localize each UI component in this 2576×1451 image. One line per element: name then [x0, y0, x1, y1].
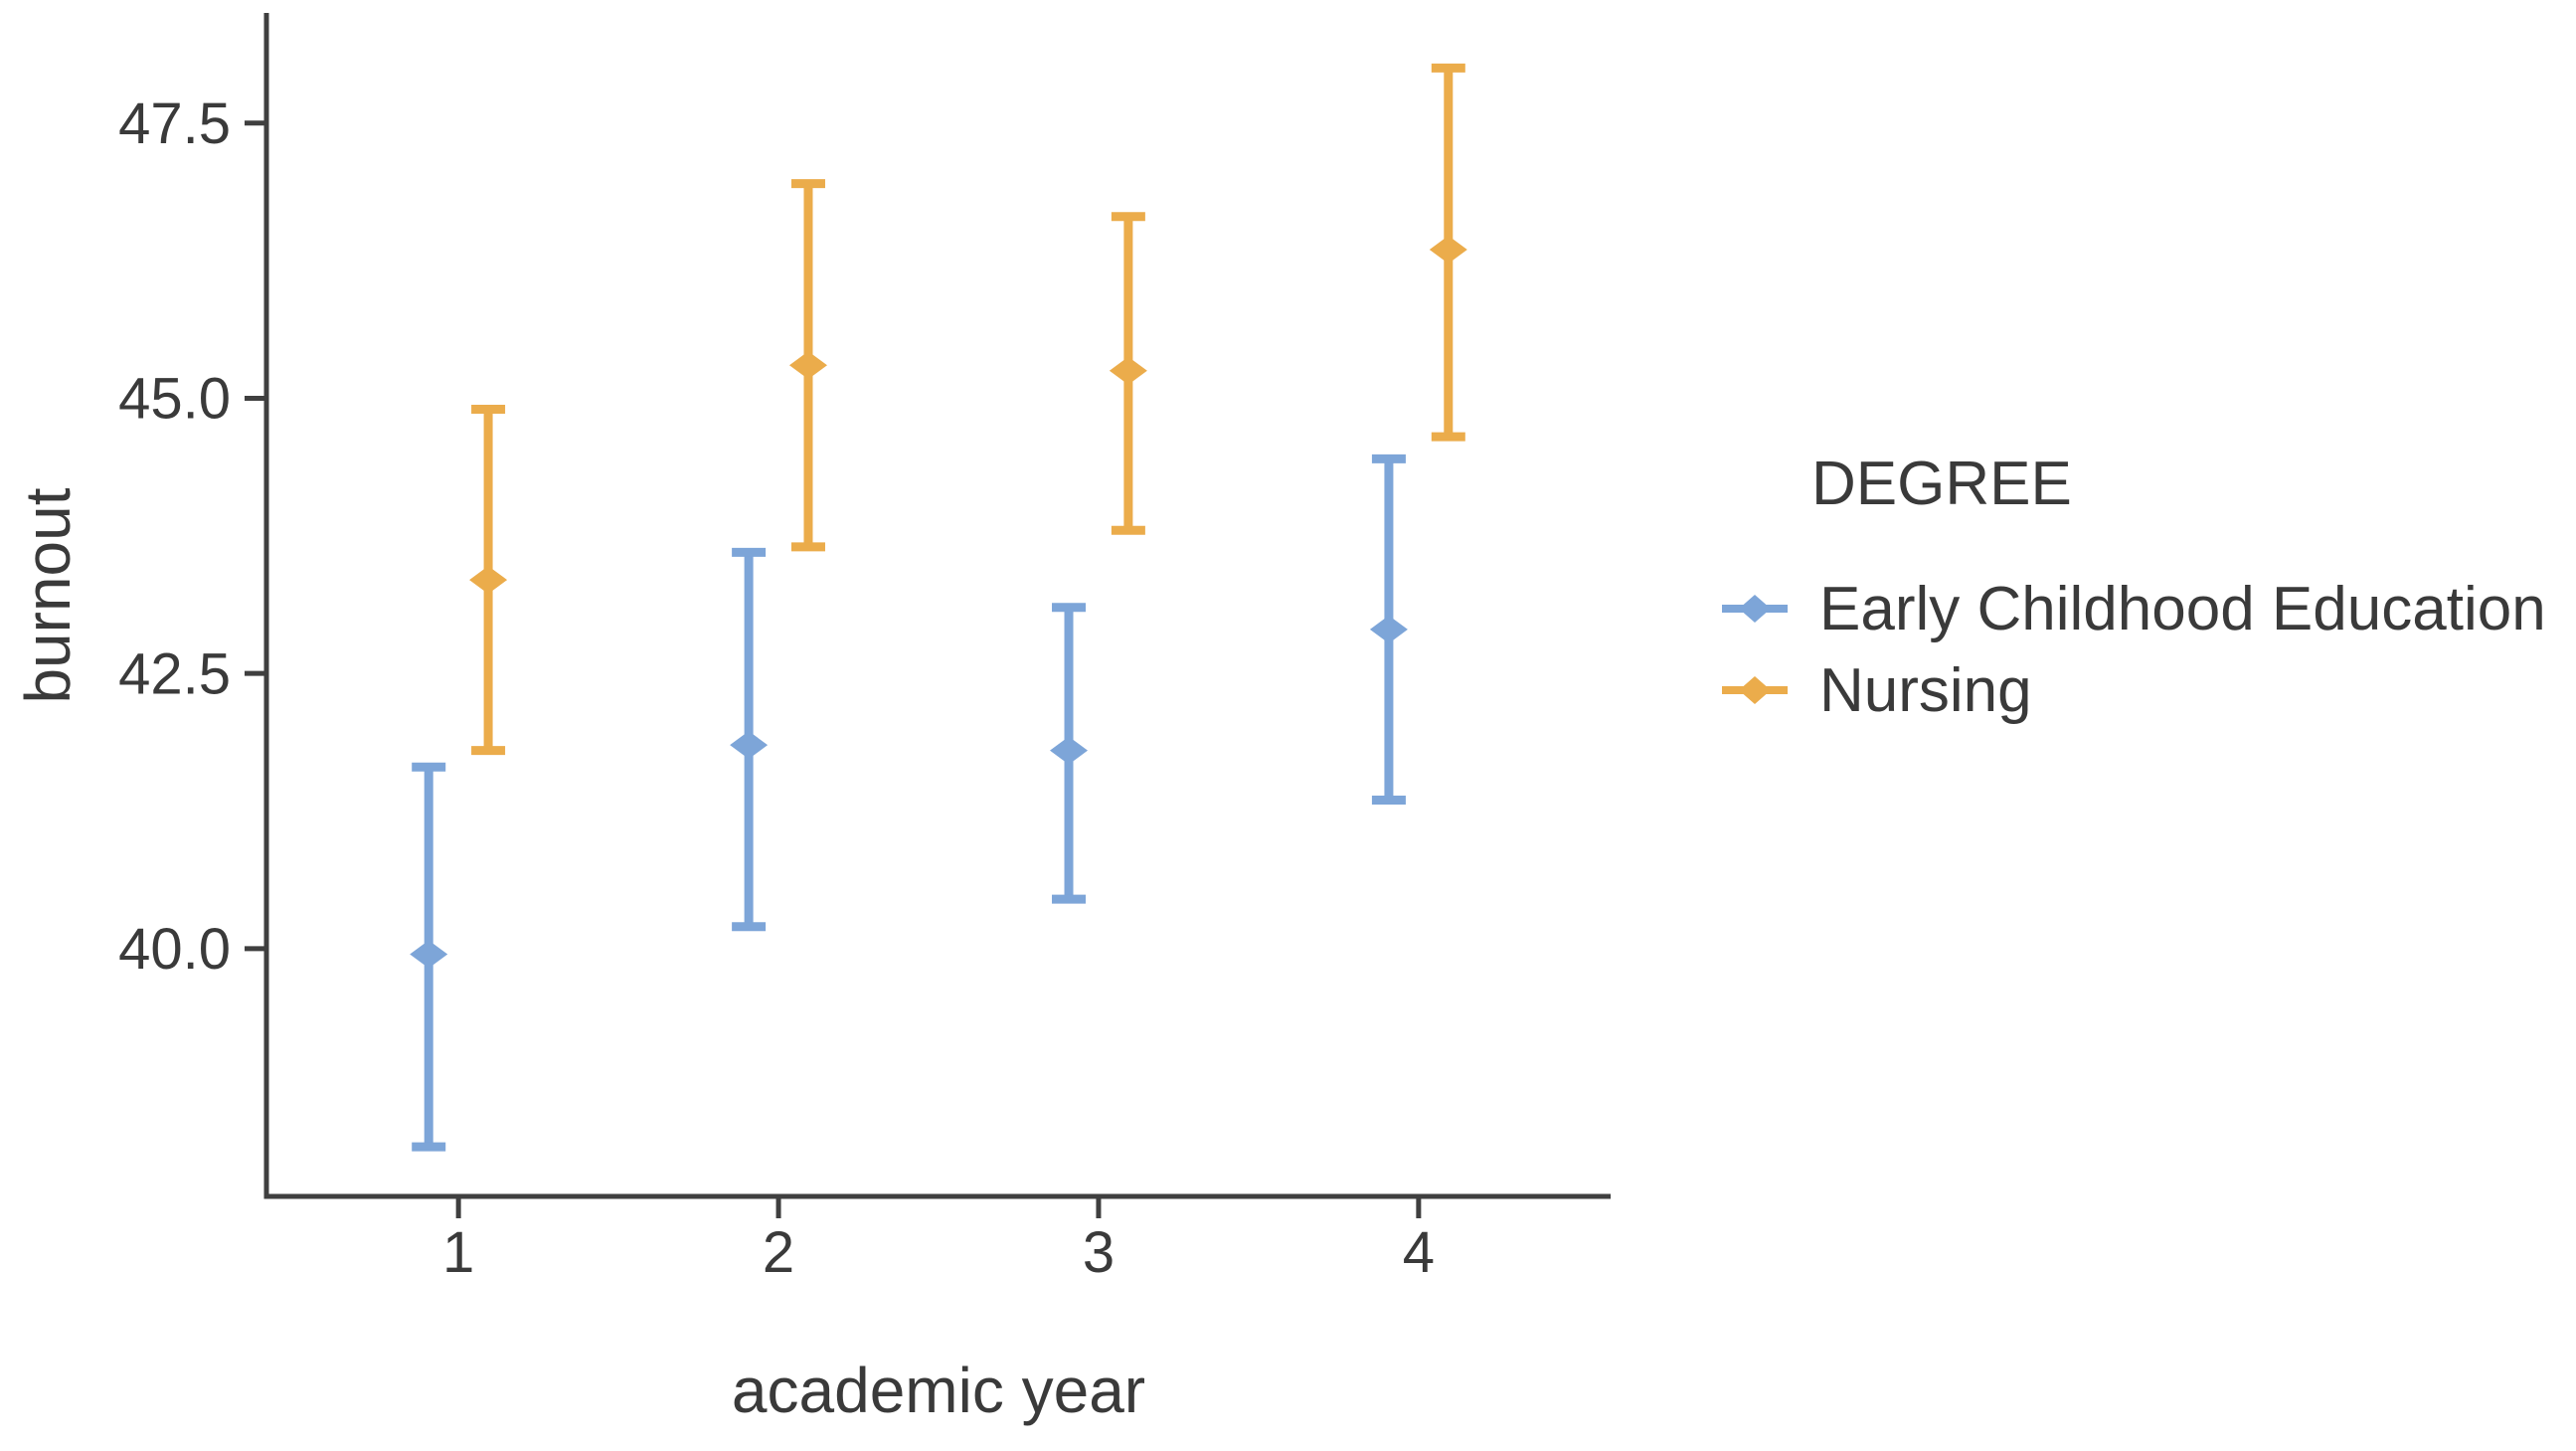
legend-label: Early Childhood Education [1819, 574, 2546, 643]
point-marker-early-childhood-education-x3 [1050, 736, 1089, 765]
y-tick-label: 40.0 [118, 917, 231, 982]
legend-key-icon [1722, 676, 1788, 704]
legend-key-icon [1722, 595, 1788, 623]
x-tick-label: 3 [1083, 1220, 1115, 1285]
point-marker-early-childhood-education-x2 [730, 731, 769, 760]
legend-label: Nursing [1819, 655, 2032, 725]
x-tick-label: 2 [763, 1220, 794, 1285]
point-marker-nursing-x4 [1429, 236, 1467, 264]
x-axis-title: academic year [731, 1355, 1146, 1426]
y-tick-label: 47.5 [118, 91, 231, 156]
point-marker-early-childhood-education-x1 [410, 940, 448, 969]
legend-key-marker [1739, 595, 1771, 623]
x-tick-label: 4 [1403, 1220, 1435, 1285]
point-marker-nursing-x3 [1109, 356, 1147, 385]
legend-entry-early-childhood-education: Early Childhood Education [1720, 571, 2546, 646]
y-tick-label: 45.0 [118, 367, 231, 432]
legend: DEGREE Early Childhood Education Nursing [1720, 450, 2575, 768]
point-marker-nursing-x2 [788, 351, 827, 380]
y-tick-label: 42.5 [118, 641, 231, 706]
point-marker-early-childhood-education-x4 [1369, 615, 1408, 643]
y-axis-title: burnout [12, 487, 84, 704]
legend-key-marker [1739, 676, 1771, 704]
point-marker-nursing-x1 [469, 566, 508, 595]
x-tick-label: 1 [442, 1220, 474, 1285]
legend-entry-nursing: Nursing [1720, 652, 2032, 728]
legend-title: DEGREE [1811, 450, 2072, 518]
